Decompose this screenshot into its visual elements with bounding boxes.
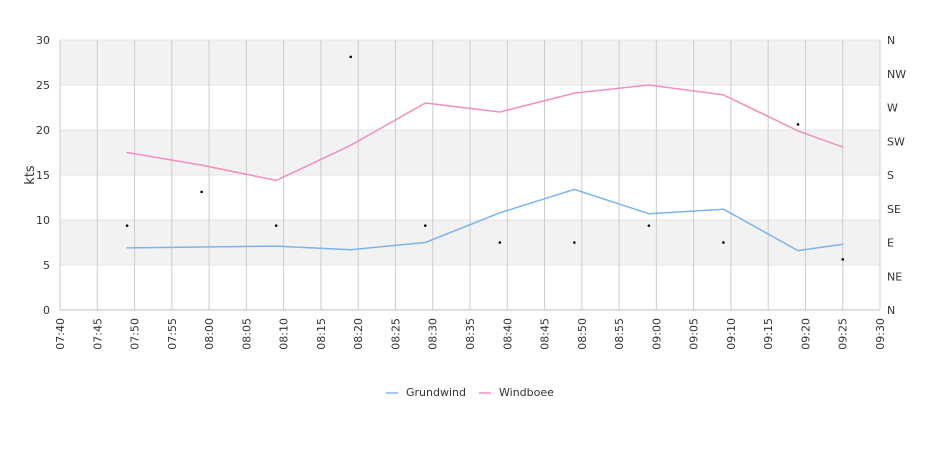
x-tick-label: 08:05 bbox=[240, 318, 253, 350]
y2-tick-label: NW bbox=[887, 68, 906, 81]
x-tick-label: 09:30 bbox=[874, 318, 887, 350]
y2-tick-label: SE bbox=[887, 203, 901, 216]
y-tick-label: 10 bbox=[36, 214, 50, 227]
series-line bbox=[126, 84, 844, 182]
x-tick-label: 08:10 bbox=[278, 318, 291, 350]
x-tick-label: 07:55 bbox=[166, 318, 179, 350]
x-tick-label: 09:20 bbox=[799, 318, 812, 350]
direction-point bbox=[125, 224, 129, 227]
direction-point bbox=[274, 224, 278, 227]
direction-point bbox=[796, 123, 800, 126]
x-tick-label: 08:35 bbox=[464, 318, 477, 350]
direction-point bbox=[647, 224, 651, 227]
y-tick-label: 15 bbox=[36, 169, 50, 182]
x-tick-label: 09:00 bbox=[650, 318, 663, 350]
y2-tick-label: N bbox=[887, 304, 895, 317]
y2-tick-label: N bbox=[887, 34, 895, 47]
y2-tick-label: SW bbox=[887, 135, 905, 148]
y2-tick-label: E bbox=[887, 237, 894, 250]
y2-tick-label: NE bbox=[887, 270, 902, 283]
y-tick-label: 25 bbox=[36, 79, 50, 92]
x-tick-label: 09:10 bbox=[725, 318, 738, 350]
x-tick-label: 08:50 bbox=[576, 318, 589, 350]
x-tick-label: 08:15 bbox=[315, 318, 328, 350]
legend-label: Grundwind bbox=[406, 386, 466, 399]
y-tick-label: 5 bbox=[43, 259, 50, 272]
direction-point bbox=[498, 241, 502, 244]
y-tick-label: 0 bbox=[43, 304, 50, 317]
y2-tick-label: W bbox=[887, 102, 898, 115]
series-line bbox=[126, 188, 844, 252]
x-tick-label: 08:55 bbox=[613, 318, 626, 350]
x-tick-label: 08:40 bbox=[501, 318, 514, 350]
x-tick-label: 07:40 bbox=[54, 318, 67, 350]
y-axis-label: kts bbox=[23, 165, 38, 185]
x-tick-label: 08:30 bbox=[427, 318, 440, 350]
legend-label: Windboee bbox=[499, 386, 554, 399]
x-tick-label: 09:15 bbox=[762, 318, 775, 350]
y-tick-label: 30 bbox=[36, 34, 50, 47]
x-tick-label: 08:25 bbox=[389, 318, 402, 350]
x-tick-label: 08:20 bbox=[352, 318, 365, 350]
direction-point bbox=[200, 190, 203, 194]
direction-point bbox=[349, 55, 353, 59]
direction-point bbox=[573, 241, 576, 244]
direction-point bbox=[423, 224, 427, 227]
x-tick-label: 09:05 bbox=[688, 318, 701, 350]
x-tick-label: 09:25 bbox=[837, 318, 850, 350]
x-tick-label: 08:45 bbox=[539, 318, 552, 350]
direction-point bbox=[841, 258, 845, 261]
x-tick-label: 07:45 bbox=[91, 318, 104, 350]
direction-point bbox=[722, 241, 725, 244]
x-tick-label: 08:00 bbox=[203, 318, 216, 350]
y2-tick-label: S bbox=[887, 169, 894, 182]
x-tick-label: 07:50 bbox=[129, 318, 142, 350]
y-tick-label: 20 bbox=[36, 124, 50, 137]
